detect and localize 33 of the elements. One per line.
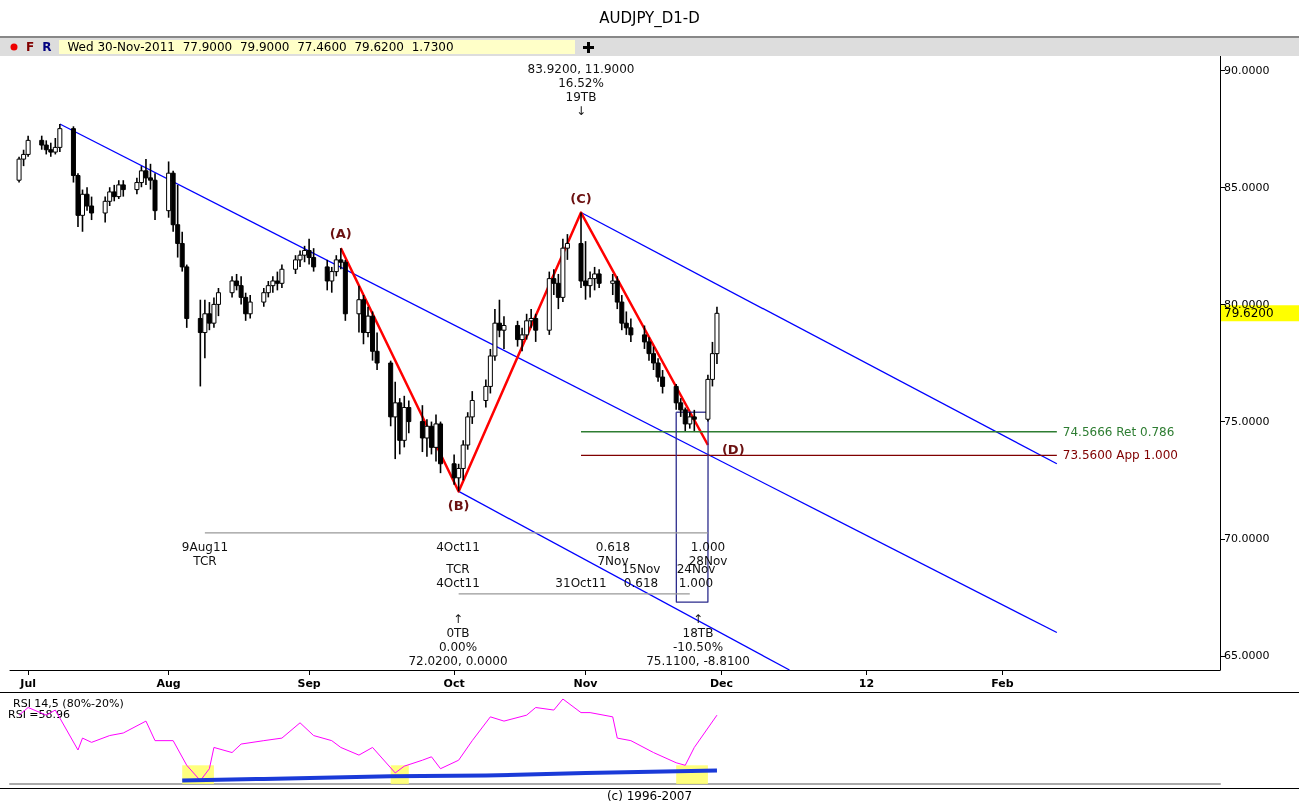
x-tick-label: Dec	[709, 677, 734, 690]
annotation: (A)	[329, 226, 352, 242]
x-tick-label: 12	[858, 677, 875, 690]
annotation: (D)	[721, 441, 745, 457]
y-tick-label: 85.0000	[1224, 180, 1270, 194]
series-label: 74.5666 Ret 0.786	[1062, 424, 1175, 439]
y-tick-label: 65.0000	[1224, 649, 1270, 663]
text: R	[42, 40, 52, 54]
annotation: 9Aug11 TCR	[181, 540, 229, 568]
y-tick-label: 70.0000	[1224, 532, 1270, 546]
annotation: 4Oct11	[436, 540, 480, 554]
y-tick-label: 75.0000	[1224, 415, 1270, 429]
annotation: ↑ 18TB -10.50% 75.1100, -8.8100	[646, 612, 750, 668]
annotation: (C)	[570, 190, 592, 206]
annotation: RSI =58.96	[8, 708, 71, 721]
text: (c) 1996-2007	[0, 788, 1299, 804]
x-tick-label: Sep	[297, 677, 321, 690]
annotation: 83.9200, 11.9000 16.52% 19TB ↓	[527, 62, 635, 118]
x-tick-label: Jul	[19, 677, 36, 690]
text: F	[26, 40, 35, 54]
annotation: 31Oct11	[555, 576, 607, 590]
x-tick-label: Oct	[443, 677, 465, 690]
annotation: TCR 4Oct11	[436, 562, 480, 590]
x-tick-label: Nov	[573, 677, 599, 690]
annotation: (B)	[447, 498, 470, 514]
chart-title: RSI 14,5 (80%-20%)	[13, 697, 124, 710]
y-tick-label: 90.0000	[1224, 63, 1270, 77]
x-tick-label: Feb	[991, 677, 1014, 690]
series-label: 73.5600 App 1.000	[1062, 448, 1178, 463]
annotation: ↑ 0TB 0.00% 72.0200, 0.0000	[408, 612, 508, 668]
x-tick-label: Aug	[156, 677, 181, 690]
chart-title: AUDJPY_D1-D	[0, 0, 1299, 38]
text: Wed 30-Nov-2011 77.9000 79.9000 77.4600 79.6200 1.7300	[59, 40, 576, 54]
